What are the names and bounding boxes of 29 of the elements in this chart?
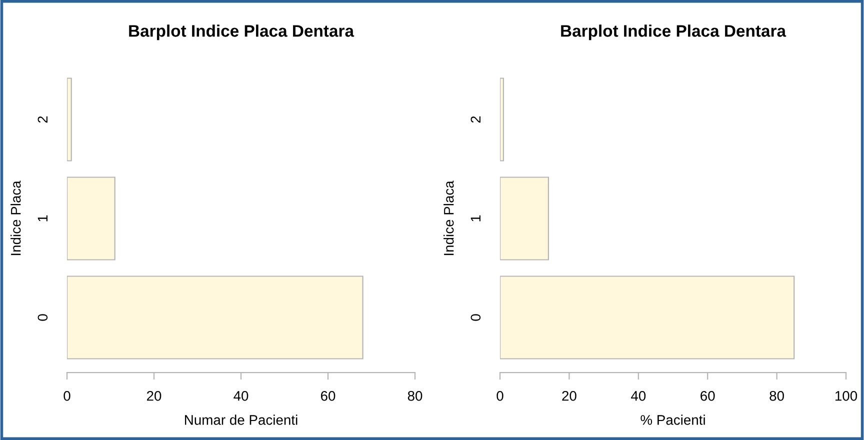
x-axis-title: Numar de Pacienti xyxy=(185,414,298,425)
x-tick-label: 80 xyxy=(408,390,422,401)
x-axis-title: % Pacienti xyxy=(640,414,705,425)
bar xyxy=(500,176,549,260)
bar xyxy=(67,78,72,162)
x-tick-label: 20 xyxy=(146,390,162,401)
y-axis-title: Indice Placa xyxy=(444,180,454,256)
x-tick-label: 60 xyxy=(320,390,336,401)
y-axis-title: Indice Placa xyxy=(10,180,21,256)
bar xyxy=(500,78,504,162)
y-tick-label: 0 xyxy=(470,314,481,321)
y-tick-label: 1 xyxy=(470,215,480,222)
chart-title: Barplot Indice Placa Dentara xyxy=(561,24,786,40)
x-tick-label: 0 xyxy=(496,390,504,401)
x-tick-label: 20 xyxy=(562,390,576,401)
x-tick-label: 100 xyxy=(835,390,858,401)
bar xyxy=(67,276,364,360)
y-tick-label: 2 xyxy=(38,116,48,123)
x-tick-label: 40 xyxy=(234,390,248,401)
bar xyxy=(67,176,116,260)
bar xyxy=(500,276,795,360)
chart-title: Barplot Indice Placa Dentara xyxy=(129,24,354,40)
x-tick-label: 40 xyxy=(630,390,646,401)
y-tick-label: 2 xyxy=(470,116,480,123)
y-tick-label: 0 xyxy=(38,314,48,321)
x-tick-label: 80 xyxy=(770,390,784,401)
x-tick-label: 60 xyxy=(700,390,715,401)
y-tick-label: 1 xyxy=(38,215,48,222)
x-tick-label: 0 xyxy=(64,390,70,401)
